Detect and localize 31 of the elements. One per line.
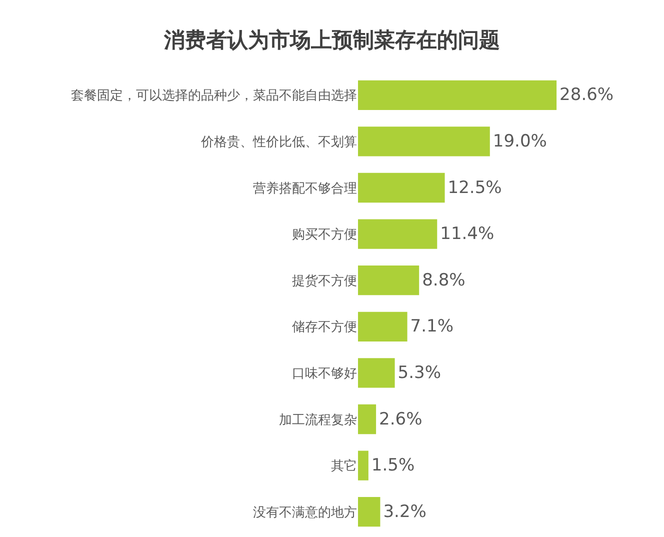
y-tick-label: 没有不满意的地方 — [253, 504, 357, 520]
bar — [358, 497, 380, 527]
bar — [358, 358, 395, 388]
y-tick-label: 加工流程复杂 — [279, 412, 357, 428]
bar — [358, 219, 438, 249]
data-label: 5.3% — [398, 362, 441, 383]
data-label: 28.6% — [560, 85, 614, 106]
y-tick-label: 营养搭配不够合理 — [253, 180, 357, 196]
y-tick-label: 套餐固定，可以选择的品种少，菜品不能自由选择 — [71, 88, 357, 104]
bar — [358, 266, 420, 296]
y-tick-label: 储存不方便 — [292, 319, 357, 336]
data-label: 8.8% — [422, 270, 466, 290]
data-label: 3.2% — [383, 502, 426, 522]
data-label: 1.5% — [371, 456, 415, 476]
bar — [358, 126, 490, 156]
y-tick-label: 提货不方便 — [292, 272, 357, 289]
bar — [358, 404, 376, 434]
bar — [358, 80, 557, 110]
data-label: 19.0% — [492, 131, 547, 152]
y-tick-label: 购买不方便 — [292, 226, 357, 243]
chart-title: 消费者认为市场上预制菜存在的问题 — [163, 28, 500, 52]
bar — [358, 312, 408, 342]
data-label: 7.1% — [410, 316, 454, 337]
data-label: 11.4% — [440, 224, 494, 244]
y-tick-label: 其它 — [331, 458, 357, 474]
data-label: 2.6% — [379, 409, 422, 430]
bar — [358, 450, 368, 480]
data-label: 12.5% — [448, 178, 502, 198]
bar — [358, 172, 445, 203]
y-tick-label: 口味不够好 — [292, 366, 357, 382]
y-tick-label: 价格贵、性价比低、不划算 — [200, 135, 357, 150]
